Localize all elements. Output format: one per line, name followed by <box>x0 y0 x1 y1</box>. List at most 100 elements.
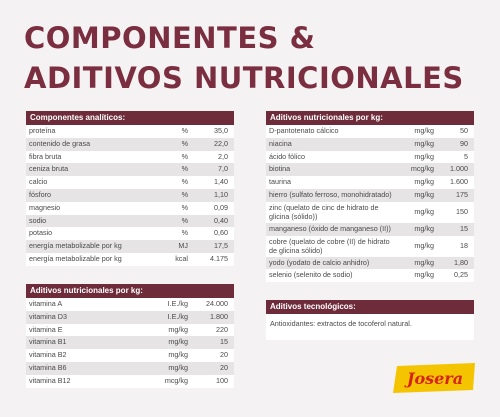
row-name: vitamina B12 <box>29 375 71 385</box>
row-unit: mg/kg <box>168 350 188 360</box>
josera-logo-text: Josera <box>404 369 463 388</box>
row-name: manganeso (óxido de manganeso (II)) <box>269 223 391 233</box>
row-name: D-pantotenato cálcico <box>269 126 339 135</box>
row-name: fósforo <box>29 189 51 199</box>
row-unit: mcg/kg <box>410 164 434 174</box>
technological-additives-text: Antioxidantes: extractos de tocoferol na… <box>270 319 412 328</box>
vitamins-additives-header: Aditivos nutricionales por kg: <box>26 284 234 298</box>
row-name: vitamina B6 <box>29 362 67 372</box>
row-value: 175 <box>456 189 468 199</box>
row-name: energía metabolizable por kg <box>29 253 122 263</box>
row-unit: mg/kg <box>168 362 188 372</box>
row-value: 0,25 <box>454 270 468 280</box>
row-name: vitamina A <box>29 299 63 308</box>
row-unit: kcal <box>175 253 188 263</box>
page-title-line2: ADITIVOS NUTRICIONALES <box>24 61 464 95</box>
row-unit: mg/kg <box>414 138 434 148</box>
row-name: energía metabolizable por kg <box>29 241 122 251</box>
table-row: calcio% 1,40 <box>26 176 234 189</box>
row-unit: % <box>181 151 188 161</box>
table-row: fósforo% 1,10 <box>26 188 234 202</box>
table-row: energía metabolizable por kg MJ 17,5 <box>26 240 234 253</box>
row-value: 100 <box>216 375 228 385</box>
row-name: magnesio <box>29 202 61 212</box>
row-value: 20 <box>220 350 228 360</box>
row-unit: mg/kg <box>414 241 434 251</box>
table-row: energía metabolizable por kg kcal 4.175 <box>26 253 234 266</box>
table-row: selenio (selenito de sodio) mg/kg 0,25 <box>266 269 474 282</box>
row-name: yodo (yodato de calcio anhidro) <box>269 257 370 267</box>
table-row: taurina mg/kg 1.600 <box>266 176 474 189</box>
row-name: niacina <box>269 138 292 148</box>
row-unit: mg/kg <box>414 257 434 267</box>
row-value: 18 <box>460 241 468 251</box>
row-unit: % <box>181 177 188 187</box>
row-value: 1.000 <box>450 164 468 174</box>
row-name: biotina <box>269 164 291 174</box>
table-row: vitamina A I.E./kg 24.000 <box>26 298 234 311</box>
josera-logo: Josera <box>393 363 475 393</box>
row-value: 15 <box>220 337 228 347</box>
table-row: yodo (yodato de calcio anhidro) mg/kg 1,80 <box>266 256 474 270</box>
row-value: 22,0 <box>214 138 228 148</box>
row-name: potasio <box>29 228 53 238</box>
row-unit: mg/kg <box>414 270 434 280</box>
row-unit: mg/kg <box>168 324 188 334</box>
row-value: 17,5 <box>214 241 228 251</box>
row-unit: % <box>181 138 188 148</box>
row-unit: mg/kg <box>414 207 434 217</box>
table-row: ceniza bruta% 7,0 <box>26 163 234 177</box>
table-row: vitamina B6 mg/kg 20 <box>26 361 234 375</box>
row-unit: mg/kg <box>414 223 434 233</box>
table-row: ácido fólico mg/kg 5 <box>266 151 474 164</box>
row-name: hierro (sulfato ferroso, monohidratado) <box>269 189 392 199</box>
row-unit: mg/kg <box>414 177 434 187</box>
technological-additives-box: Aditivos tecnológicos: Antioxidantes: ex… <box>266 300 474 340</box>
row-value: 0,60 <box>214 228 228 238</box>
page-title-line1: COMPONENTES & <box>24 21 316 55</box>
row-unit: % <box>181 202 188 212</box>
table-row: vitamina D3 I.E./kg 1.800 <box>26 310 234 324</box>
row-value: 0,40 <box>214 215 228 225</box>
row-value: 15 <box>460 223 468 233</box>
minerals-additives-header: Aditivos nutricionales por kg: <box>266 111 474 125</box>
row-name: cobre (quelato de cobre (II) de hidrato … <box>269 237 390 256</box>
row-name: taurina <box>269 177 291 187</box>
table-row: sodio% 0,40 <box>26 214 234 228</box>
row-unit: % <box>181 164 188 174</box>
row-name: contenido de grasa <box>29 138 91 148</box>
table-row: vitamina B1 mg/kg 15 <box>26 336 234 350</box>
row-unit: % <box>181 126 188 135</box>
vitamins-additives-table: Aditivos nutricionales por kg: vitamina … <box>26 284 234 388</box>
row-unit: % <box>181 189 188 199</box>
row-unit: mg/kg <box>168 337 188 347</box>
row-value: 90 <box>460 138 468 148</box>
row-unit: MJ <box>178 241 188 251</box>
table-row: proteína% 35,0 <box>26 125 234 138</box>
row-value: 1,40 <box>214 177 228 187</box>
page-title: COMPONENTES & ADITIVOS NUTRICIONALES <box>24 18 464 98</box>
row-value: 0,09 <box>214 202 228 212</box>
row-value: 5 <box>464 151 468 161</box>
row-name: selenio (selenito de sodio) <box>269 270 353 280</box>
row-name: sodio <box>29 215 47 225</box>
table-row: D-pantotenato cálcico mg/kg 50 <box>266 125 474 138</box>
table-row: manganeso (óxido de manganeso (II)) mg/kg… <box>266 222 474 236</box>
analytic-components-header: Componentes analíticos: <box>26 111 234 125</box>
row-name: vitamina E <box>29 324 63 334</box>
minerals-additives-table: Aditivos nutricionales por kg: D-pantote… <box>266 111 474 283</box>
table-row: biotina mcg/kg 1.000 <box>266 163 474 177</box>
row-value: 4.175 <box>210 253 228 263</box>
table-row: vitamina B12 mcg/kg 100 <box>26 375 234 388</box>
row-value: 35,0 <box>214 126 228 135</box>
table-row: cobre (quelato de cobre (II) de hidrato … <box>266 236 474 257</box>
row-unit: % <box>181 215 188 225</box>
row-value: 2,0 <box>218 151 228 161</box>
row-name: vitamina B2 <box>29 350 67 360</box>
table-row: magnesio% 0,09 <box>26 202 234 215</box>
row-value: 7,0 <box>218 164 228 174</box>
table-row: hierro (sulfato ferroso, monohidratado) m… <box>266 188 474 202</box>
table-row: zinc (quelato de cinc de hidrato de glic… <box>266 202 474 223</box>
table-row: contenido de grasa% 22,0 <box>26 137 234 151</box>
table-row: niacina mg/kg 90 <box>266 137 474 151</box>
